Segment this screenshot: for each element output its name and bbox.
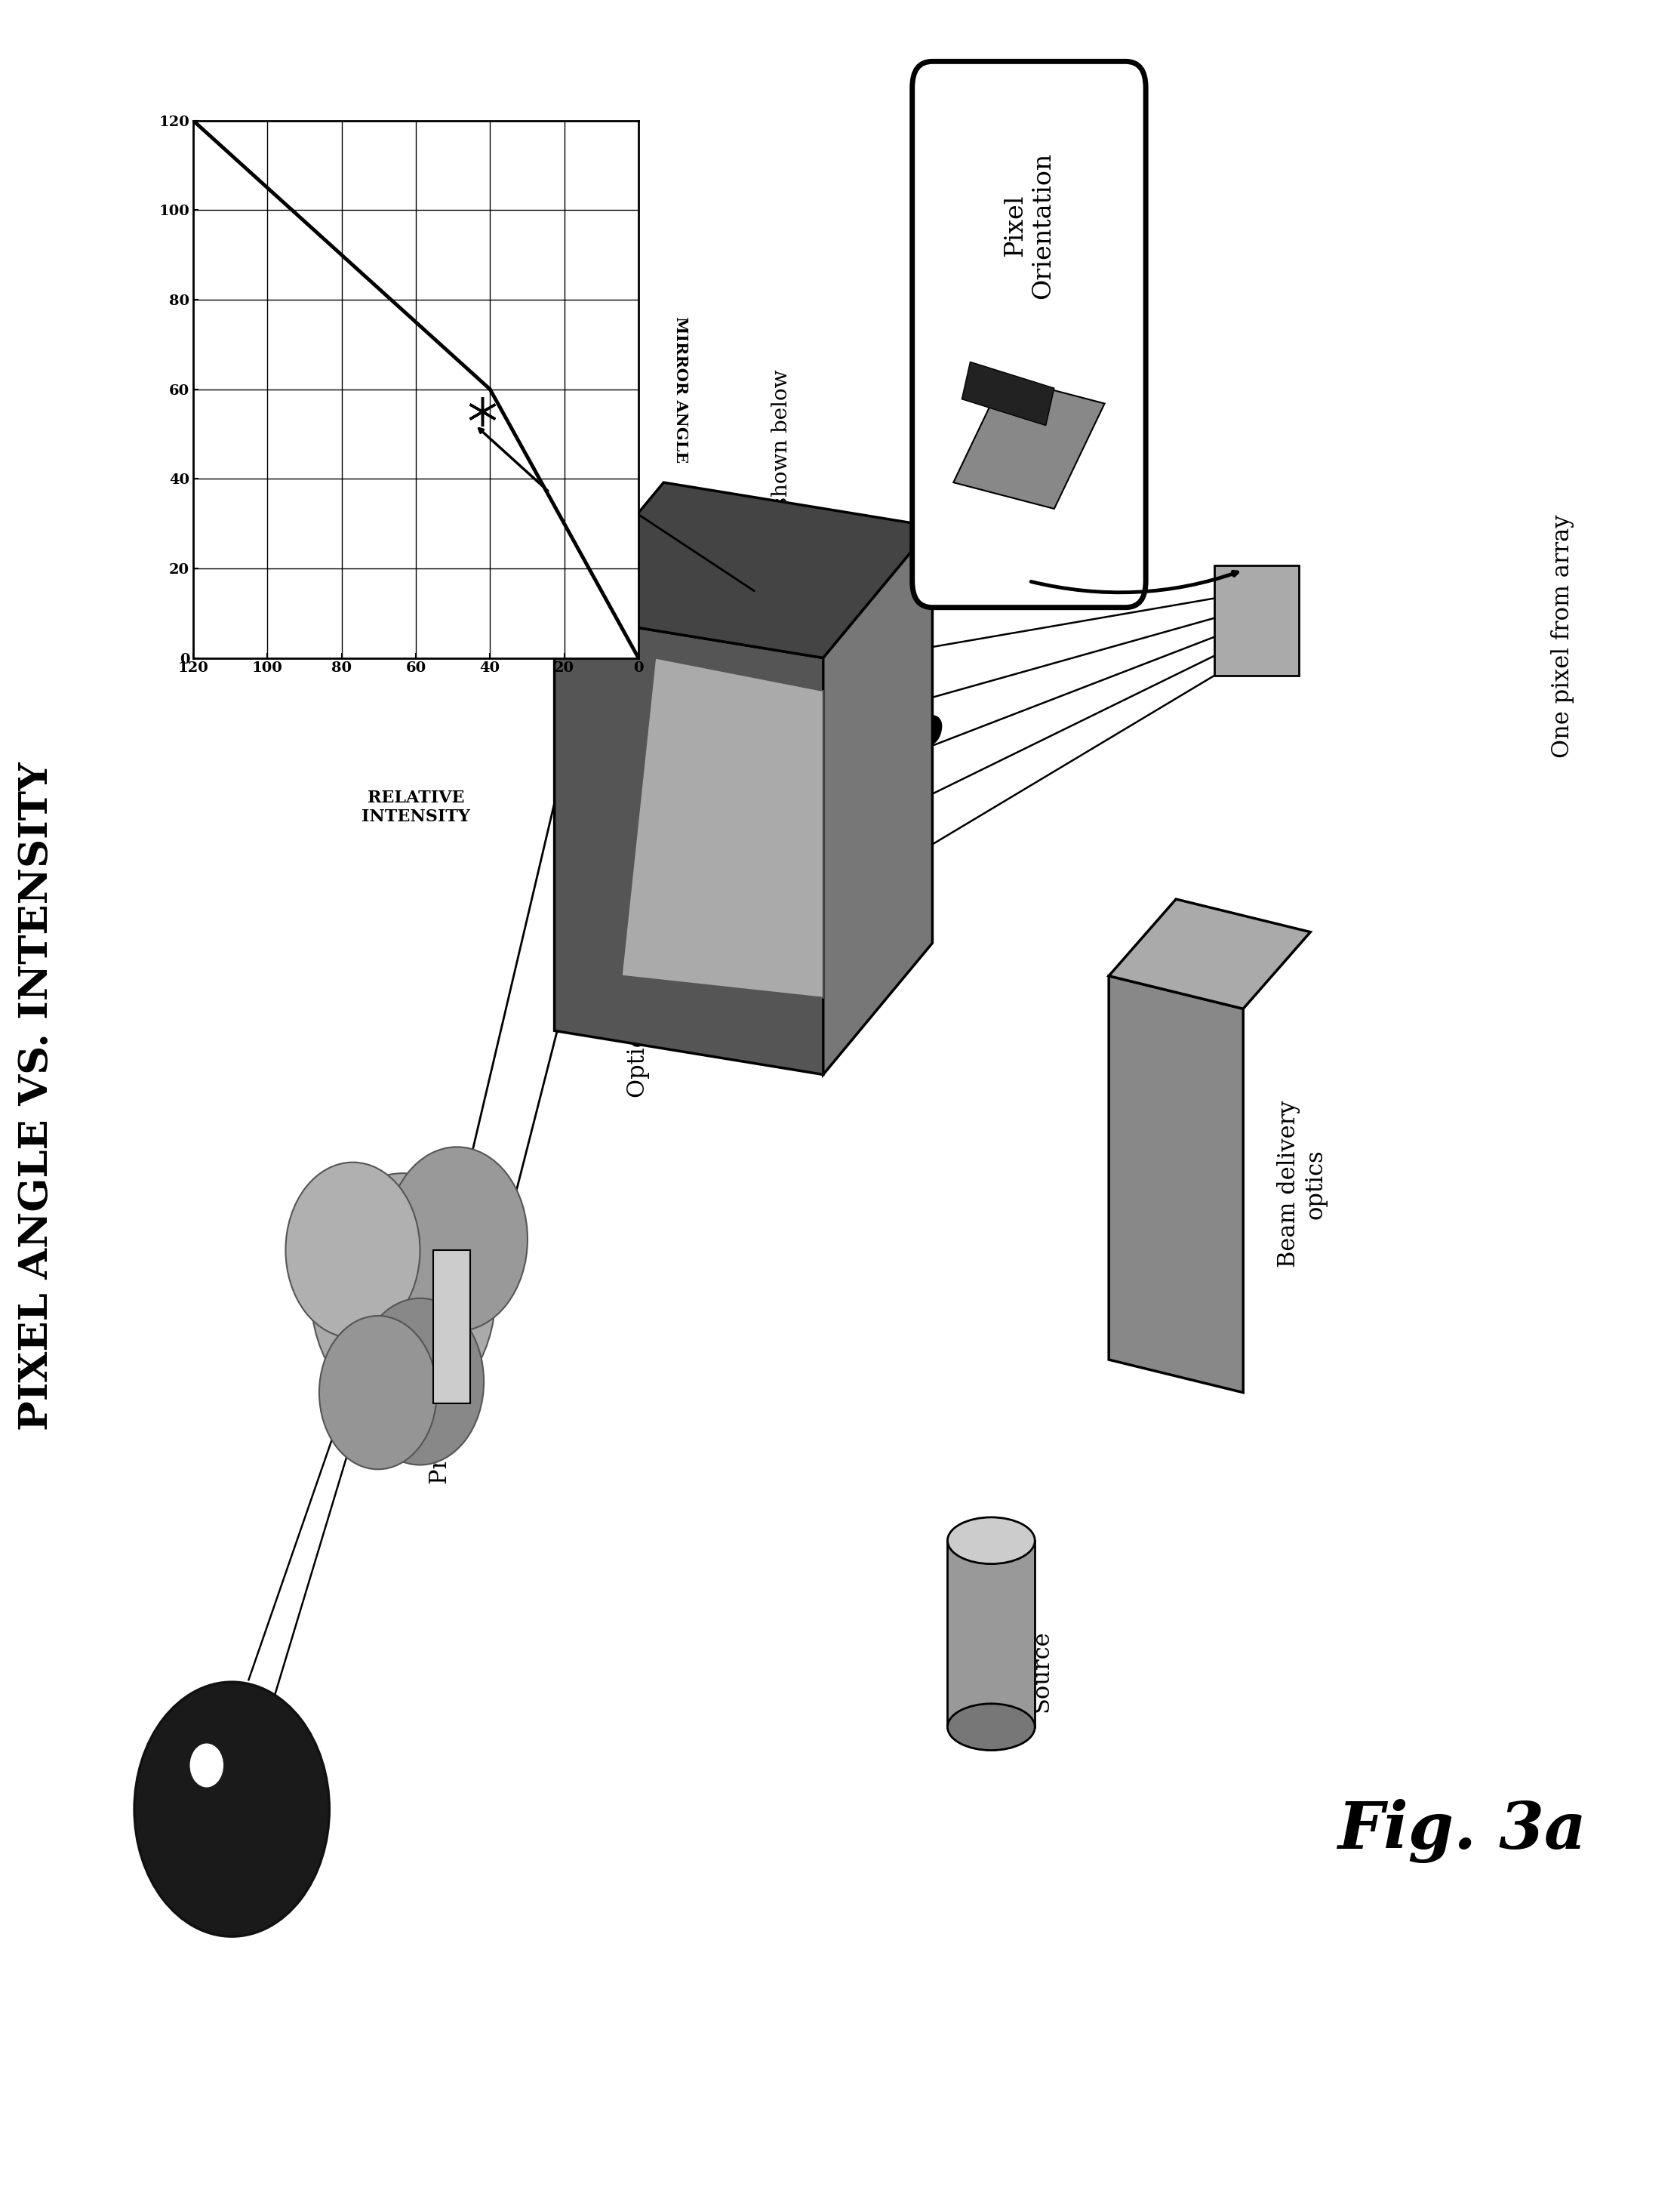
Text: Operating point shown below: Operating point shown below — [771, 371, 791, 682]
Bar — [948, 1539, 1035, 1728]
Circle shape — [286, 1162, 420, 1338]
Polygon shape — [554, 482, 932, 658]
Circle shape — [386, 1147, 528, 1331]
Circle shape — [356, 1298, 484, 1465]
Polygon shape — [1109, 899, 1310, 1009]
Text: Pixel
Orientation: Pixel Orientation — [1003, 154, 1055, 298]
Ellipse shape — [948, 1518, 1035, 1564]
Text: Radiation
Source: Radiation Source — [1003, 1614, 1053, 1728]
Polygon shape — [554, 614, 823, 1075]
Text: Fig. 3b: Fig. 3b — [722, 702, 946, 759]
Polygon shape — [961, 362, 1055, 425]
Polygon shape — [1109, 976, 1243, 1393]
Polygon shape — [622, 658, 823, 998]
Text: One pixel from array: One pixel from array — [1551, 513, 1574, 759]
Circle shape — [319, 1316, 437, 1469]
Circle shape — [134, 1682, 329, 1936]
Bar — [433, 1250, 470, 1404]
Text: Fig. 3a: Fig. 3a — [1337, 1798, 1586, 1864]
Ellipse shape — [948, 1704, 1035, 1750]
Text: RELATIVE
INTENSITY: RELATIVE INTENSITY — [361, 789, 470, 825]
Polygon shape — [823, 526, 932, 1075]
Text: Beam delivery
optics: Beam delivery optics — [1277, 1101, 1327, 1268]
FancyBboxPatch shape — [912, 61, 1146, 607]
Circle shape — [190, 1743, 223, 1787]
Bar — [1215, 566, 1299, 675]
Text: Target: Target — [237, 1783, 260, 1857]
Text: PIXEL ANGLE VS. INTENSITY: PIXEL ANGLE VS. INTENSITY — [18, 763, 55, 1430]
Text: Projection Lens: Projection Lens — [428, 1300, 452, 1485]
Circle shape — [311, 1173, 496, 1414]
Text: Optical stop with aperture: Optical stop with aperture — [627, 787, 650, 1099]
Polygon shape — [954, 377, 1105, 509]
Text: MIRROR ANGLE: MIRROR ANGLE — [674, 316, 687, 463]
